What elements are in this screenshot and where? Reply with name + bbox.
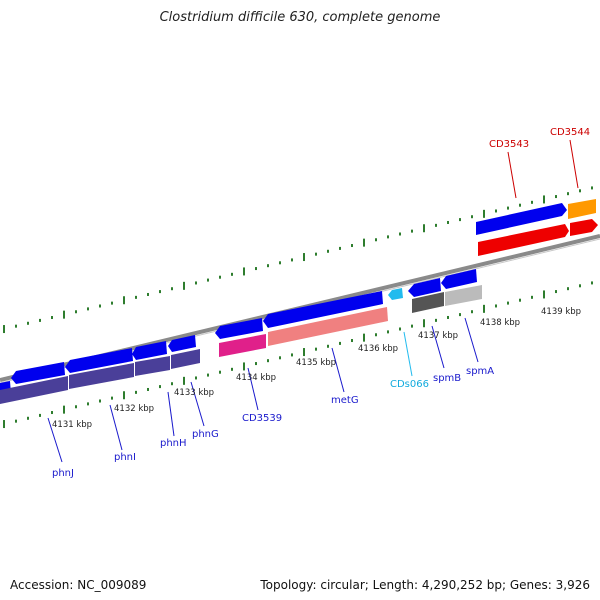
- leader-phnG: [190, 381, 205, 427]
- leader-cd3543: [507, 151, 517, 199]
- feature-cd3543-cds[interactable]: [478, 224, 569, 256]
- upper-ticks: [3, 186, 593, 334]
- gene-label-metG: metG: [331, 395, 359, 406]
- gene-label-spmB: spmB: [433, 373, 461, 384]
- leader-metG: [331, 347, 345, 393]
- feature-phnH-cds[interactable]: [135, 356, 170, 376]
- feature-spmB-cds[interactable]: [412, 292, 444, 313]
- kbp-label-4136: 4136 kbp: [358, 344, 398, 354]
- leader-spmB: [431, 325, 445, 369]
- feature-phnI-gene[interactable]: [65, 348, 133, 373]
- feature-phnG-gene[interactable]: [168, 335, 196, 352]
- kbp-label-4138: 4138 kbp: [480, 318, 520, 328]
- lower-ticks: [3, 281, 593, 429]
- kbp-label-4137: 4137 kbp: [418, 331, 458, 341]
- leader-phnH: [167, 391, 175, 437]
- gene-label-phnH: phnH: [160, 438, 187, 449]
- feature-spmA-gene[interactable]: [441, 269, 477, 289]
- leader-phnJ: [47, 417, 63, 463]
- feature-phnH-gene[interactable]: [132, 341, 167, 360]
- feature-cd3543-gene[interactable]: [476, 203, 567, 235]
- feature-cd3539-gene[interactable]: [215, 318, 263, 339]
- gene-label-phnG: phnG: [192, 429, 219, 440]
- feature-phnG-cds[interactable]: [171, 349, 200, 369]
- leader-cd3544: [569, 139, 579, 189]
- genome-summary: Topology: circular; Length: 4,290,252 bp…: [260, 578, 590, 592]
- feature-phnJ-gene[interactable]: [11, 362, 65, 384]
- gene-label-phnI: phnI: [114, 452, 136, 463]
- leader-spmA: [464, 317, 479, 363]
- feature-spmA-cds[interactable]: [445, 285, 482, 306]
- kbp-label-4135: 4135 kbp: [296, 358, 336, 368]
- gene-label-cd3543: CD3543: [489, 139, 529, 150]
- leader-phnI: [109, 404, 123, 451]
- gene-label-cd3539: CD3539: [242, 413, 282, 424]
- feature-metg-cds[interactable]: [268, 307, 388, 346]
- feature-cd3539-cds[interactable]: [219, 334, 266, 357]
- gene-label-cd3544: CD3544: [550, 127, 590, 138]
- leader-lines: [47, 139, 579, 463]
- kbp-label-4131: 4131 kbp: [52, 420, 92, 430]
- feature-cd3544-cds[interactable]: [570, 219, 598, 236]
- gene-label-spmA: spmA: [466, 366, 494, 377]
- leader-cds066: [403, 331, 413, 377]
- feature-phnI-cds[interactable]: [69, 363, 134, 389]
- kbp-label-4133: 4133 kbp: [174, 388, 214, 398]
- feature-spmB-gene[interactable]: [408, 278, 441, 297]
- gene-label-cds066: CDs066: [390, 379, 429, 390]
- map-title: Clostridium difficile 630, complete geno…: [159, 10, 441, 25]
- feature-metg-gene[interactable]: [263, 291, 383, 328]
- leader-cd3539: [247, 367, 259, 411]
- kbp-label-4132: 4132 kbp: [114, 404, 154, 414]
- accession-label: Accession: NC_009089: [10, 578, 147, 592]
- feature-phnJ-cds[interactable]: [0, 376, 68, 404]
- feature-rna-cds[interactable]: [388, 288, 403, 300]
- feature-cd3544-gene[interactable]: [568, 199, 596, 219]
- kbp-label-4134: 4134 kbp: [236, 373, 276, 383]
- gene-label-phnJ: phnJ: [52, 468, 74, 479]
- kbp-label-4139: 4139 kbp: [541, 307, 581, 317]
